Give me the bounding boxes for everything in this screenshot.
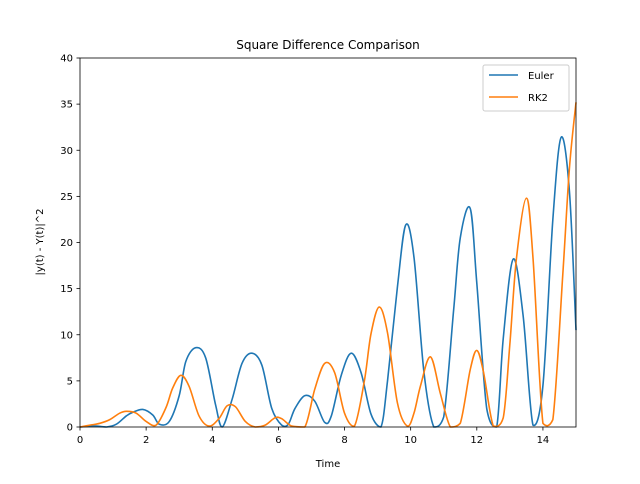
y-tick-label: 25	[60, 192, 73, 203]
y-tick-label: 0	[67, 423, 73, 434]
legend-label-rk2: RK2	[528, 93, 548, 104]
series-line-rk2	[79, 102, 577, 428]
x-tick-label: 0	[77, 435, 83, 446]
x-tick-label: 14	[537, 435, 550, 446]
y-tick-label: 15	[60, 284, 73, 295]
x-tick-label: 8	[341, 435, 347, 446]
x-axis-label: Time	[315, 459, 340, 470]
series-layer	[79, 102, 577, 428]
y-tick-label: 10	[60, 330, 73, 341]
chart-title: Square Difference Comparison	[236, 38, 420, 52]
y-tick-label: 20	[60, 238, 73, 249]
axes-layer: 0 2 4 6 8 10 12 14 0 5 10 15 20 25 30 35 40	[60, 54, 577, 446]
series-line-euler	[79, 136, 577, 428]
legend: Euler RK2	[482, 64, 570, 112]
legend-box	[482, 64, 570, 112]
legend-label-euler: Euler	[528, 71, 555, 82]
x-tick-label: 12	[470, 435, 483, 446]
x-tick-label: 6	[275, 435, 281, 446]
y-axis-label: |y(t) - Y(t)|^2	[35, 209, 46, 276]
y-tick-label: 5	[67, 376, 73, 387]
y-tick-label: 40	[60, 54, 73, 65]
x-tick-label: 2	[143, 435, 149, 446]
x-tick-label: 10	[404, 435, 417, 446]
x-tick-label: 4	[209, 435, 215, 446]
y-tick-label: 30	[60, 146, 73, 157]
y-tick-label: 35	[60, 100, 73, 111]
